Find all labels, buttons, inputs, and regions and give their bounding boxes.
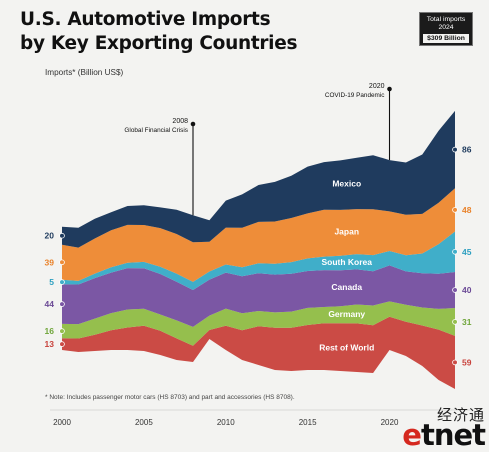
series-label-japan: Japan [334, 227, 359, 237]
x-tick-label-2015: 2015 [299, 418, 317, 427]
x-tick-label-2010: 2010 [217, 418, 235, 427]
annotation-year-2008: 2008 [172, 118, 188, 125]
area-canada [62, 265, 455, 327]
chart-title: U.S. Automotive Imports by Key Exporting… [20, 8, 297, 56]
start-value-japan: 39 [45, 257, 55, 267]
area-germany [62, 301, 455, 346]
end-value-canada: 40 [462, 285, 472, 295]
end-point-germany [452, 319, 458, 325]
series-label-rest-of-world: Rest of World [319, 343, 374, 353]
logo-e: e [402, 418, 422, 452]
annotation-label-2020: COVID-19 Pandemic [325, 92, 385, 99]
start-point-south-korea [59, 279, 65, 285]
annotation-dot-2020 [387, 86, 392, 92]
start-point-rest-of-world [59, 341, 65, 347]
end-value-south-korea: 45 [462, 247, 472, 257]
start-point-japan [59, 259, 65, 266]
etnet-watermark: 经济通 etnet [402, 404, 489, 452]
start-point-mexico [59, 232, 65, 239]
start-value-rest-of-world: 13 [45, 339, 55, 349]
series-label-canada: Canada [331, 282, 362, 292]
total-imports-badge: Total imports 2024 $309 Billion [419, 12, 473, 46]
series-label-south-korea: South Korea [321, 257, 372, 267]
logo-rest: tnet [420, 418, 486, 452]
end-value-japan: 48 [462, 205, 472, 215]
end-point-japan [452, 207, 458, 213]
start-point-germany [59, 328, 65, 334]
annotation-label-2008: Global Financial Crisis [124, 127, 188, 134]
watermark-chinese-text: 经济通 [436, 406, 485, 424]
start-value-south-korea: 5 [49, 277, 54, 287]
title-line-2: by Key Exporting Countries [20, 33, 298, 54]
area-south-korea [62, 231, 455, 290]
badge-label: Total imports [426, 16, 466, 23]
area-mexico [62, 110, 455, 248]
end-value-germany: 31 [462, 317, 472, 327]
end-point-rest-of-world [452, 359, 458, 366]
footnote: * Note: Includes passenger motor cars (H… [45, 394, 295, 401]
series-label-germany: Germany [328, 309, 365, 319]
end-point-south-korea [452, 249, 458, 255]
annotation-year-2020: 2020 [369, 83, 385, 90]
end-value-mexico: 86 [462, 145, 472, 155]
annotation-dot-2008 [190, 121, 196, 127]
end-point-canada [452, 287, 458, 293]
badge-value: $309 Billion [423, 34, 469, 43]
badge-year: 2024 [438, 24, 454, 31]
start-value-canada: 44 [45, 299, 55, 309]
x-tick-label-2020: 2020 [381, 418, 399, 427]
area-rest-of-world [62, 316, 455, 389]
start-point-canada [59, 301, 65, 307]
series-label-mexico: Mexico [332, 178, 361, 188]
x-tick-label-2005: 2005 [135, 418, 153, 427]
y-axis-note: Imports* (Billion US$) [45, 68, 124, 77]
start-value-mexico: 20 [45, 231, 55, 241]
title-line-1: U.S. Automotive Imports [20, 9, 271, 30]
end-point-mexico [452, 146, 458, 153]
start-value-germany: 16 [45, 326, 55, 336]
x-tick-label-2000: 2000 [53, 418, 71, 427]
end-value-rest-of-world: 59 [462, 357, 472, 367]
area-japan [62, 188, 455, 282]
etnet-logo: etnet [402, 418, 486, 452]
